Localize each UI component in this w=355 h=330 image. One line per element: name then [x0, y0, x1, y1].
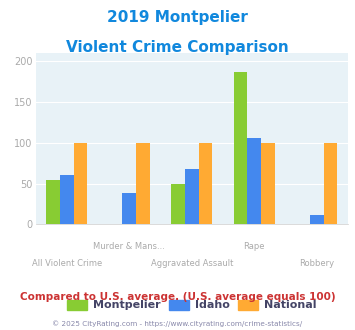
- Bar: [136, 143, 150, 224]
- Bar: [122, 192, 136, 224]
- Text: Compared to U.S. average. (U.S. average equals 100): Compared to U.S. average. (U.S. average …: [20, 292, 335, 302]
- Bar: [323, 143, 337, 224]
- Bar: [73, 143, 87, 224]
- Bar: [234, 72, 247, 224]
- Text: Aggravated Assault: Aggravated Assault: [151, 259, 233, 268]
- Bar: [185, 169, 198, 224]
- Text: Murder & Mans...: Murder & Mans...: [93, 242, 165, 250]
- Text: 2019 Montpelier: 2019 Montpelier: [107, 10, 248, 25]
- Bar: [171, 184, 185, 224]
- Bar: [261, 143, 275, 224]
- Text: Robbery: Robbery: [299, 259, 334, 268]
- Text: © 2025 CityRating.com - https://www.cityrating.com/crime-statistics/: © 2025 CityRating.com - https://www.city…: [53, 320, 302, 327]
- Bar: [198, 143, 212, 224]
- Bar: [60, 175, 73, 224]
- Legend: Montpelier, Idaho, National: Montpelier, Idaho, National: [62, 295, 321, 315]
- Text: Rape: Rape: [244, 242, 265, 250]
- Bar: [46, 180, 60, 224]
- Bar: [310, 214, 323, 224]
- Bar: [247, 138, 261, 224]
- Text: All Violent Crime: All Violent Crime: [32, 259, 102, 268]
- Text: Violent Crime Comparison: Violent Crime Comparison: [66, 40, 289, 54]
